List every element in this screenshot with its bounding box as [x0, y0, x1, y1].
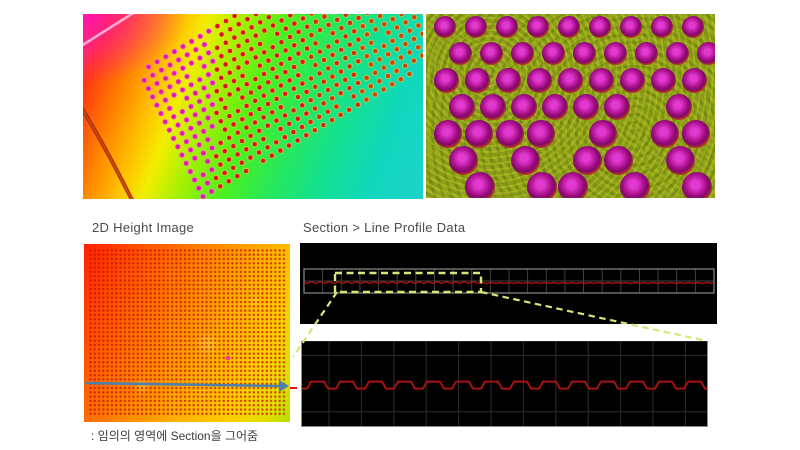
line-profile-full-chart: [303, 268, 715, 294]
solder-bump-dome: [465, 68, 490, 93]
height-map-dot-array: [83, 14, 423, 199]
solder-bump-dome: [449, 146, 478, 175]
solder-bump-dome: [620, 172, 651, 198]
solder-bump-dome: [465, 172, 496, 198]
solder-bump-dome: [511, 94, 538, 121]
section-caption: : 임의의 영역에 Section을 그어줌: [91, 429, 259, 443]
solder-bump-dome: [589, 68, 614, 93]
solder-bump-3d-image: [426, 14, 715, 198]
solder-bump-dome: [511, 146, 540, 175]
height-image-2d: [84, 244, 290, 422]
solder-bump-dome: [573, 42, 597, 66]
solder-bump-dome: [620, 16, 642, 38]
solder-bump-dome: [682, 172, 713, 198]
solder-bump-dome: [527, 120, 555, 148]
solder-bump-dome: [697, 42, 715, 66]
solder-bump-dome: [666, 42, 690, 66]
solder-bump-dome: [434, 68, 459, 93]
solder-bump-dome: [449, 42, 473, 66]
solder-bump-dome: [434, 16, 456, 38]
solder-bump-dome: [589, 120, 617, 148]
solder-bump-dome: [635, 42, 659, 66]
height-map-3d-tilted-image: [83, 14, 423, 199]
solder-bump-dome: [651, 16, 673, 38]
solder-bump-dome: [682, 68, 707, 93]
solder-bump-dome: [558, 172, 589, 198]
solder-bump-dome: [527, 68, 552, 93]
line-profile-zoom-chart: [302, 342, 707, 426]
height-image-2d-canvas: [84, 249, 289, 416]
solder-bump-dome: [604, 146, 633, 175]
solder-bump-dome: [651, 120, 679, 148]
solder-bump-dome: [449, 94, 476, 121]
solder-bump-dome: [527, 16, 549, 38]
section-profile-title: Section > Line Profile Data: [303, 220, 466, 235]
solder-bump-dome: [666, 146, 695, 175]
section-end-marker: [290, 387, 297, 389]
solder-bump-dome: [434, 120, 462, 148]
solder-bump-dome: [682, 120, 710, 148]
solder-bump-dome: [604, 94, 631, 121]
solder-bump-dome: [651, 68, 676, 93]
solder-bump-dome: [589, 16, 611, 38]
solder-bump-dome: [480, 42, 504, 66]
solder-bump-dome: [558, 16, 580, 38]
solder-bump-dome: [682, 16, 704, 38]
height-image-title: 2D Height Image: [92, 220, 195, 235]
solder-bump-dome: [573, 94, 600, 121]
solder-bump-dome: [620, 68, 645, 93]
line-profile-full-panel: [300, 243, 717, 324]
solder-bump-dome: [465, 16, 487, 38]
solder-bump-dome: [527, 172, 558, 198]
solder-bump-dome: [496, 16, 518, 38]
solder-bump-dome: [480, 94, 507, 121]
solder-bump-dome: [558, 68, 583, 93]
solder-bump-dome: [666, 94, 693, 121]
section-arrow-icon: [84, 381, 280, 388]
solder-bump-dome: [542, 94, 569, 121]
line-profile-zoom-panel: [301, 341, 708, 427]
solder-bump-dome: [604, 42, 628, 66]
solder-bump-dome: [542, 42, 566, 66]
solder-bump-dome: [511, 42, 535, 66]
solder-bump-dome: [465, 120, 493, 148]
solder-bump-dome: [573, 146, 602, 175]
solder-bump-dome: [496, 68, 521, 93]
solder-bump-dome: [496, 120, 524, 148]
